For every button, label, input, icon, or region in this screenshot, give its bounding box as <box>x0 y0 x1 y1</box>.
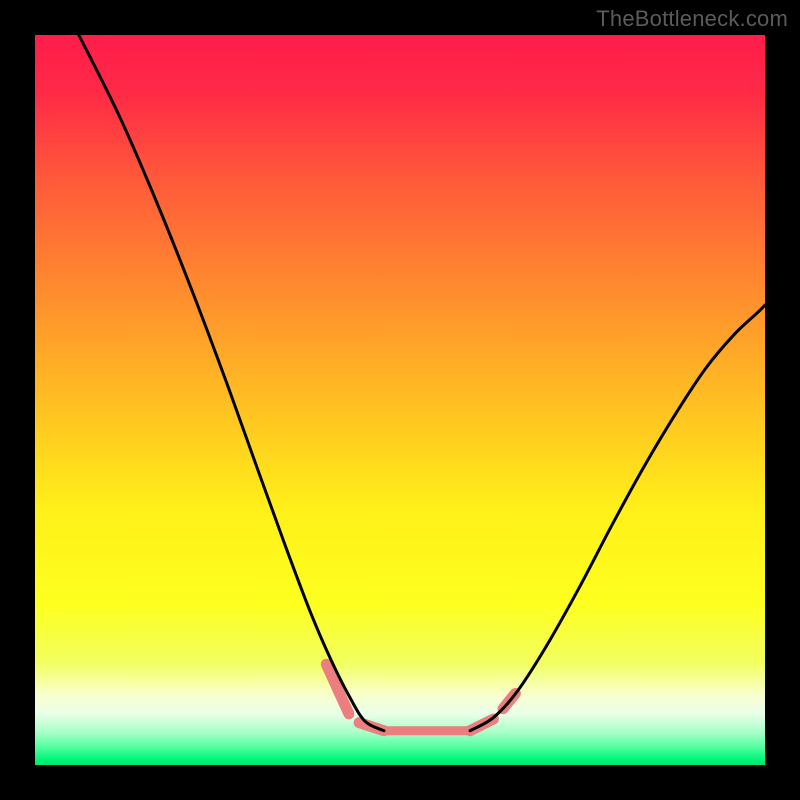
attribution-text: TheBottleneck.com <box>596 6 788 32</box>
chart-frame: TheBottleneck.com <box>0 0 800 800</box>
chart-svg <box>0 0 800 800</box>
